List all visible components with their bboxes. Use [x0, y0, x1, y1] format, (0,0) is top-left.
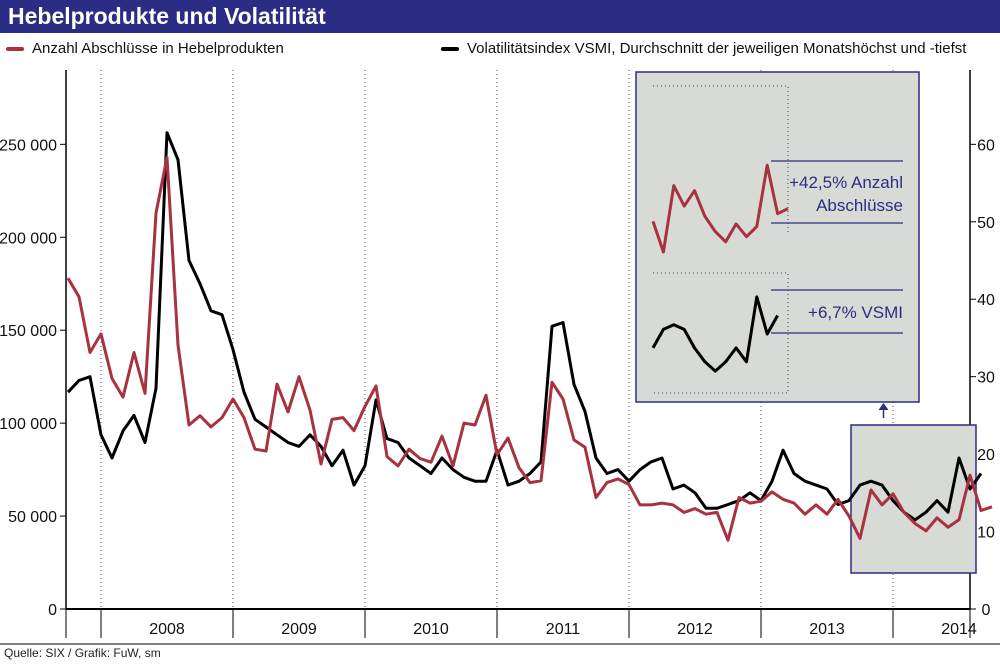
legend-swatch-red: [6, 47, 24, 52]
x-tick-label: 2012: [677, 621, 713, 638]
legend-label-trades: Anzahl Abschlüsse in Hebelprodukten: [32, 40, 284, 57]
arrow-up-icon: [878, 403, 889, 410]
callout-vsmi: +6,7% VSMI: [808, 303, 903, 322]
x-tick-label: 2014: [941, 621, 977, 638]
series-line-trades: [66, 155, 993, 542]
inset-line-vsmi: [651, 295, 779, 373]
y-right-tick-label: 60: [977, 137, 995, 154]
y-left-tick-label: 150 000: [0, 323, 57, 340]
y-right-tick-label: 20: [977, 447, 995, 464]
y-right-tick-label: 50: [977, 215, 995, 232]
legend-item-trades: Anzahl Abschlüsse in Hebelprodukten: [6, 40, 284, 57]
y-right-tick-label: 30: [977, 370, 995, 387]
y-left-tick-label: 0: [48, 602, 57, 619]
y-left-tick-label: 100 000: [0, 416, 57, 433]
y-left-tick-label: 250 000: [0, 137, 57, 154]
x-tick-label: 2009: [281, 621, 317, 638]
source-note: Quelle: SIX / Grafik: FuW, sm: [4, 646, 161, 660]
x-tick-label: 2008: [149, 621, 185, 638]
callout-trades-line2: Abschlüsse: [816, 196, 903, 215]
x-tick-label: 2011: [546, 621, 581, 638]
inset-frame-top: [653, 85, 789, 235]
legend-swatch-black: [441, 47, 459, 52]
inset-panel: [635, 71, 920, 403]
x-tick-label: 2013: [809, 621, 845, 638]
chart-title: Hebelprodukte und Volatilität: [8, 3, 326, 29]
y-left-tick-label: 200 000: [0, 230, 57, 247]
y-left-tick-label: 50 000: [8, 509, 57, 526]
legend-item-vsmi: Volatilitätsindex VSMI, Durchschnitt der…: [441, 40, 966, 57]
highlight-box: [850, 424, 977, 574]
y-right-tick-label: 40: [977, 292, 995, 309]
y-right-tick-label: 10: [977, 525, 995, 542]
title-bar: Hebelprodukte und Volatilität: [0, 0, 1000, 33]
callout-trades-line1: +42,5% Anzahl: [789, 173, 903, 192]
inset-line-trades: [651, 163, 789, 254]
legend-label-vsmi: Volatilitätsindex VSMI, Durchschnitt der…: [467, 40, 967, 57]
x-tick-label: 2010: [413, 621, 449, 638]
y-right-tick-label: 0: [982, 602, 991, 619]
